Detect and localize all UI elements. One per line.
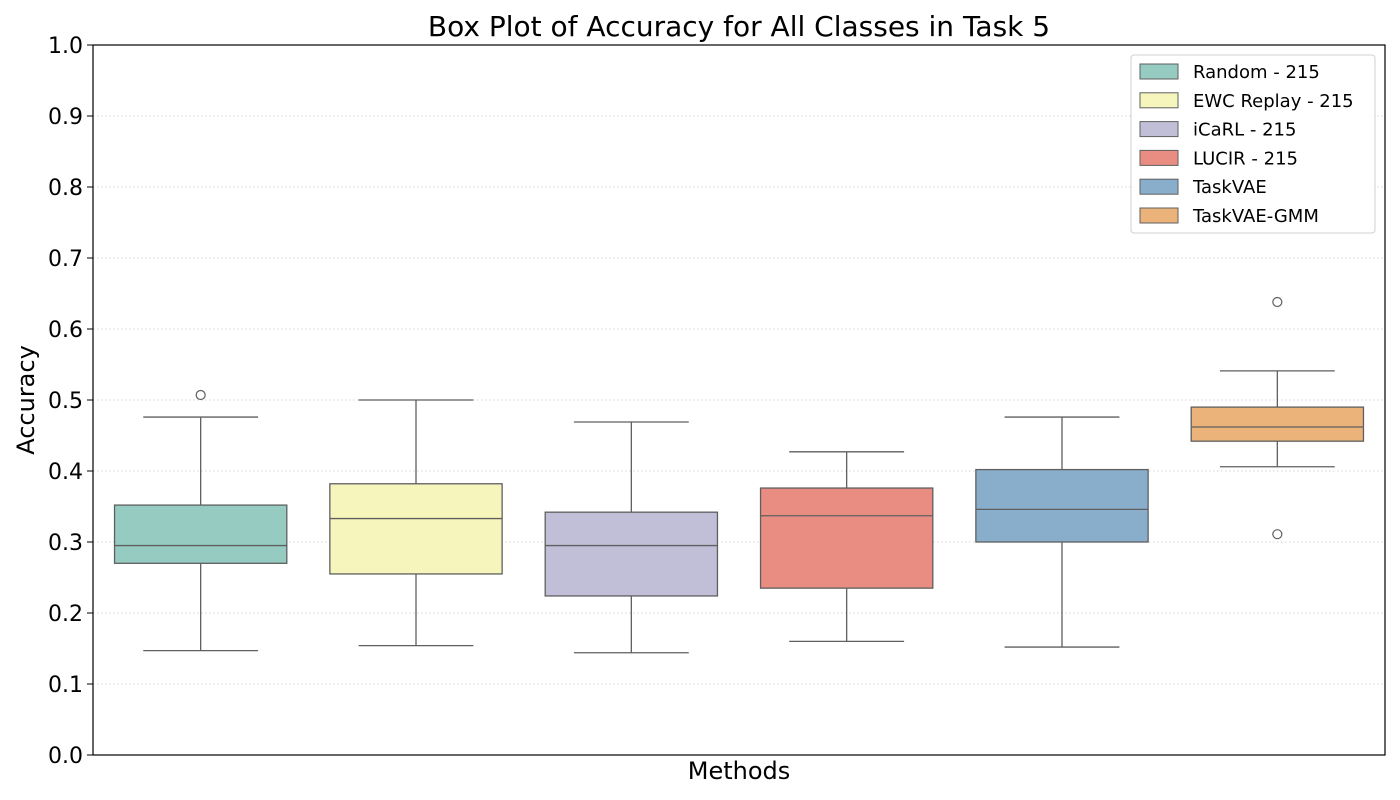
y-axis-ticks: 0.0 0.1 0.2 0.3 0.4 0.5 0.6 0.7 0.8 0.9 1.0 — [48, 34, 93, 769]
iqr-box — [759, 487, 934, 589]
legend-label: TaskVAE-GMM — [1192, 206, 1319, 227]
y-tick-label: 0.6 — [48, 318, 83, 343]
y-tick-label: 0.3 — [48, 531, 83, 556]
legend-swatch — [1139, 178, 1179, 195]
legend-swatch — [1139, 92, 1179, 109]
iqr-box — [975, 468, 1149, 543]
y-tick-label: 0.8 — [48, 176, 83, 201]
legend-label: TaskVAE — [1192, 177, 1267, 198]
outlier-point — [1272, 529, 1283, 540]
box-1 — [113, 389, 288, 652]
legend-frame — [1130, 54, 1376, 234]
y-tick-label: 0.4 — [48, 460, 83, 485]
y-tick-label: 0.5 — [48, 389, 83, 414]
iqr-box — [113, 504, 288, 564]
y-tick-label: 0.7 — [48, 247, 83, 272]
y-tick-label: 0.9 — [48, 105, 83, 130]
box-3 — [544, 421, 719, 654]
outlier-point — [1272, 296, 1283, 308]
chart-title: Box Plot of Accuracy for All Classes in … — [428, 10, 1050, 43]
box-6 — [1190, 296, 1365, 540]
legend-swatch — [1139, 63, 1179, 80]
legend-swatch — [1139, 149, 1179, 166]
y-tick-label: 0.1 — [48, 673, 83, 698]
y-tick-label: 0.0 — [48, 744, 83, 769]
legend-label: LUCIR - 215 — [1193, 148, 1298, 169]
outlier-point — [195, 389, 206, 401]
boxes-group — [113, 296, 1365, 654]
legend-swatch — [1139, 121, 1179, 138]
x-axis-label: Methods — [688, 757, 791, 785]
legend-label: Random - 215 — [1193, 62, 1320, 83]
y-tick-label: 1.0 — [48, 34, 83, 59]
box-4 — [759, 451, 934, 643]
legend-label: iCaRL - 215 — [1193, 120, 1296, 141]
legend: Random - 215 EWC Replay - 215 iCaRL - 215 L… — [1130, 54, 1376, 234]
y-tick-label: 0.2 — [48, 602, 83, 627]
iqr-box — [544, 511, 719, 597]
y-axis-label: Accuracy — [12, 345, 40, 455]
iqr-box — [329, 483, 503, 575]
iqr-box — [1190, 406, 1365, 442]
box-2 — [329, 399, 503, 647]
legend-swatch — [1139, 207, 1179, 224]
box-5 — [975, 416, 1149, 648]
legend-label: EWC Replay - 215 — [1193, 91, 1354, 112]
